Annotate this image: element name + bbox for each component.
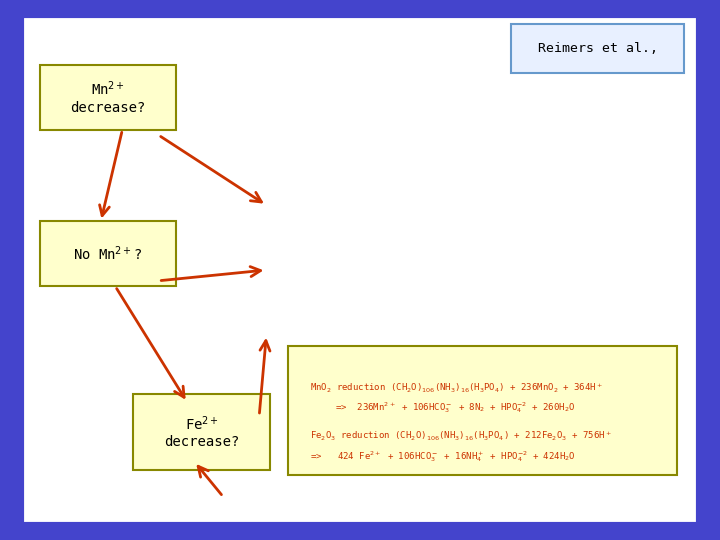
Text: Fe$_2$O$_3$ reduction (CH$_2$O)$_{106}$(NH$_3$)$_{16}$(H$_3$PO$_4$) + 212Fe$_2$O: Fe$_2$O$_3$ reduction (CH$_2$O)$_{106}$(… — [310, 430, 611, 443]
Text: MnO$_2$ reduction (CH$_2$O)$_{106}$(NH$_3$)$_{16}$(H$_3$PO$_4$) + 236MnO$_2$ + 3: MnO$_2$ reduction (CH$_2$O)$_{106}$(NH$_… — [310, 382, 603, 395]
FancyBboxPatch shape — [40, 65, 176, 130]
FancyBboxPatch shape — [288, 346, 677, 475]
Text: Fe$^{2+}$
decrease?: Fe$^{2+}$ decrease? — [164, 415, 239, 449]
FancyBboxPatch shape — [133, 394, 270, 470]
Text: =>   424 Fe$^{2+}$ + 106HCO$_3^-$ + 16NH$_4^+$ + HPO$_4^{-2}$ + 424H$_2$O: => 424 Fe$^{2+}$ + 106HCO$_3^-$ + 16NH$_… — [310, 449, 575, 464]
Text: Reimers et al.,: Reimers et al., — [538, 42, 657, 55]
Text: No Mn$^{2+}$?: No Mn$^{2+}$? — [73, 245, 143, 263]
Text: Mn$^{2+}$
decrease?: Mn$^{2+}$ decrease? — [71, 80, 145, 114]
FancyBboxPatch shape — [40, 221, 176, 286]
FancyBboxPatch shape — [511, 24, 684, 73]
Text: =>  236Mn$^{2+}$ + 106HCO$_3^-$ + 8N$_2$ + HPO$_4^{-2}$ + 260H$_2$O: => 236Mn$^{2+}$ + 106HCO$_3^-$ + 8N$_2$ … — [335, 400, 575, 415]
